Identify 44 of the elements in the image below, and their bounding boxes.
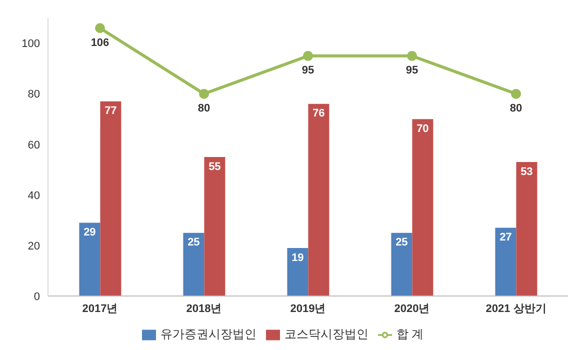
point: [407, 50, 417, 61]
data-label: 95: [406, 64, 418, 77]
bar: [287, 248, 308, 296]
y-tick-label: 40: [28, 190, 40, 202]
y-tick-label: 60: [28, 139, 40, 152]
data-label: 106: [90, 36, 110, 49]
y-tick-label: 80: [28, 88, 40, 101]
bar: [516, 162, 538, 296]
data-label: 70: [416, 122, 429, 135]
data-label: 29: [84, 226, 96, 239]
legend-label: 코스닥시장법인: [284, 327, 368, 341]
x-tick-label: 2020년: [394, 302, 430, 315]
x-tick-label: 2017년: [82, 302, 118, 315]
bar: [308, 104, 330, 296]
x-tick-label: 2018년: [186, 302, 222, 315]
x-tick-label: 2021 상반기: [486, 302, 546, 315]
data-label: 80: [510, 102, 522, 115]
data-label: 27: [500, 232, 512, 244]
legend-label: 합 계: [396, 327, 424, 341]
data-label: 25: [396, 236, 408, 249]
bar: [412, 119, 434, 296]
x-tick-label: 2019년: [290, 302, 326, 315]
bar: [100, 101, 122, 296]
y-tick-label: 100: [22, 38, 40, 50]
legend-label: 유가증권시장법인: [160, 327, 256, 341]
point: [303, 50, 313, 61]
y-tick-label: 20: [28, 240, 40, 252]
data-label: 76: [312, 108, 325, 120]
data-label: 55: [208, 160, 221, 173]
data-label: 19: [292, 252, 304, 264]
point: [511, 88, 521, 99]
data-label: 95: [302, 64, 314, 77]
y-tick-label: 0: [34, 290, 40, 303]
bar: [391, 232, 412, 296]
point: [95, 23, 105, 34]
data-label: 25: [188, 236, 200, 249]
bar: [183, 232, 204, 296]
data-label: 53: [520, 166, 533, 178]
point: [199, 88, 209, 99]
bar: [495, 228, 516, 296]
data-label: 77: [104, 105, 117, 118]
data-label: 80: [198, 102, 210, 115]
bar: [204, 157, 226, 296]
bar: [79, 222, 100, 296]
